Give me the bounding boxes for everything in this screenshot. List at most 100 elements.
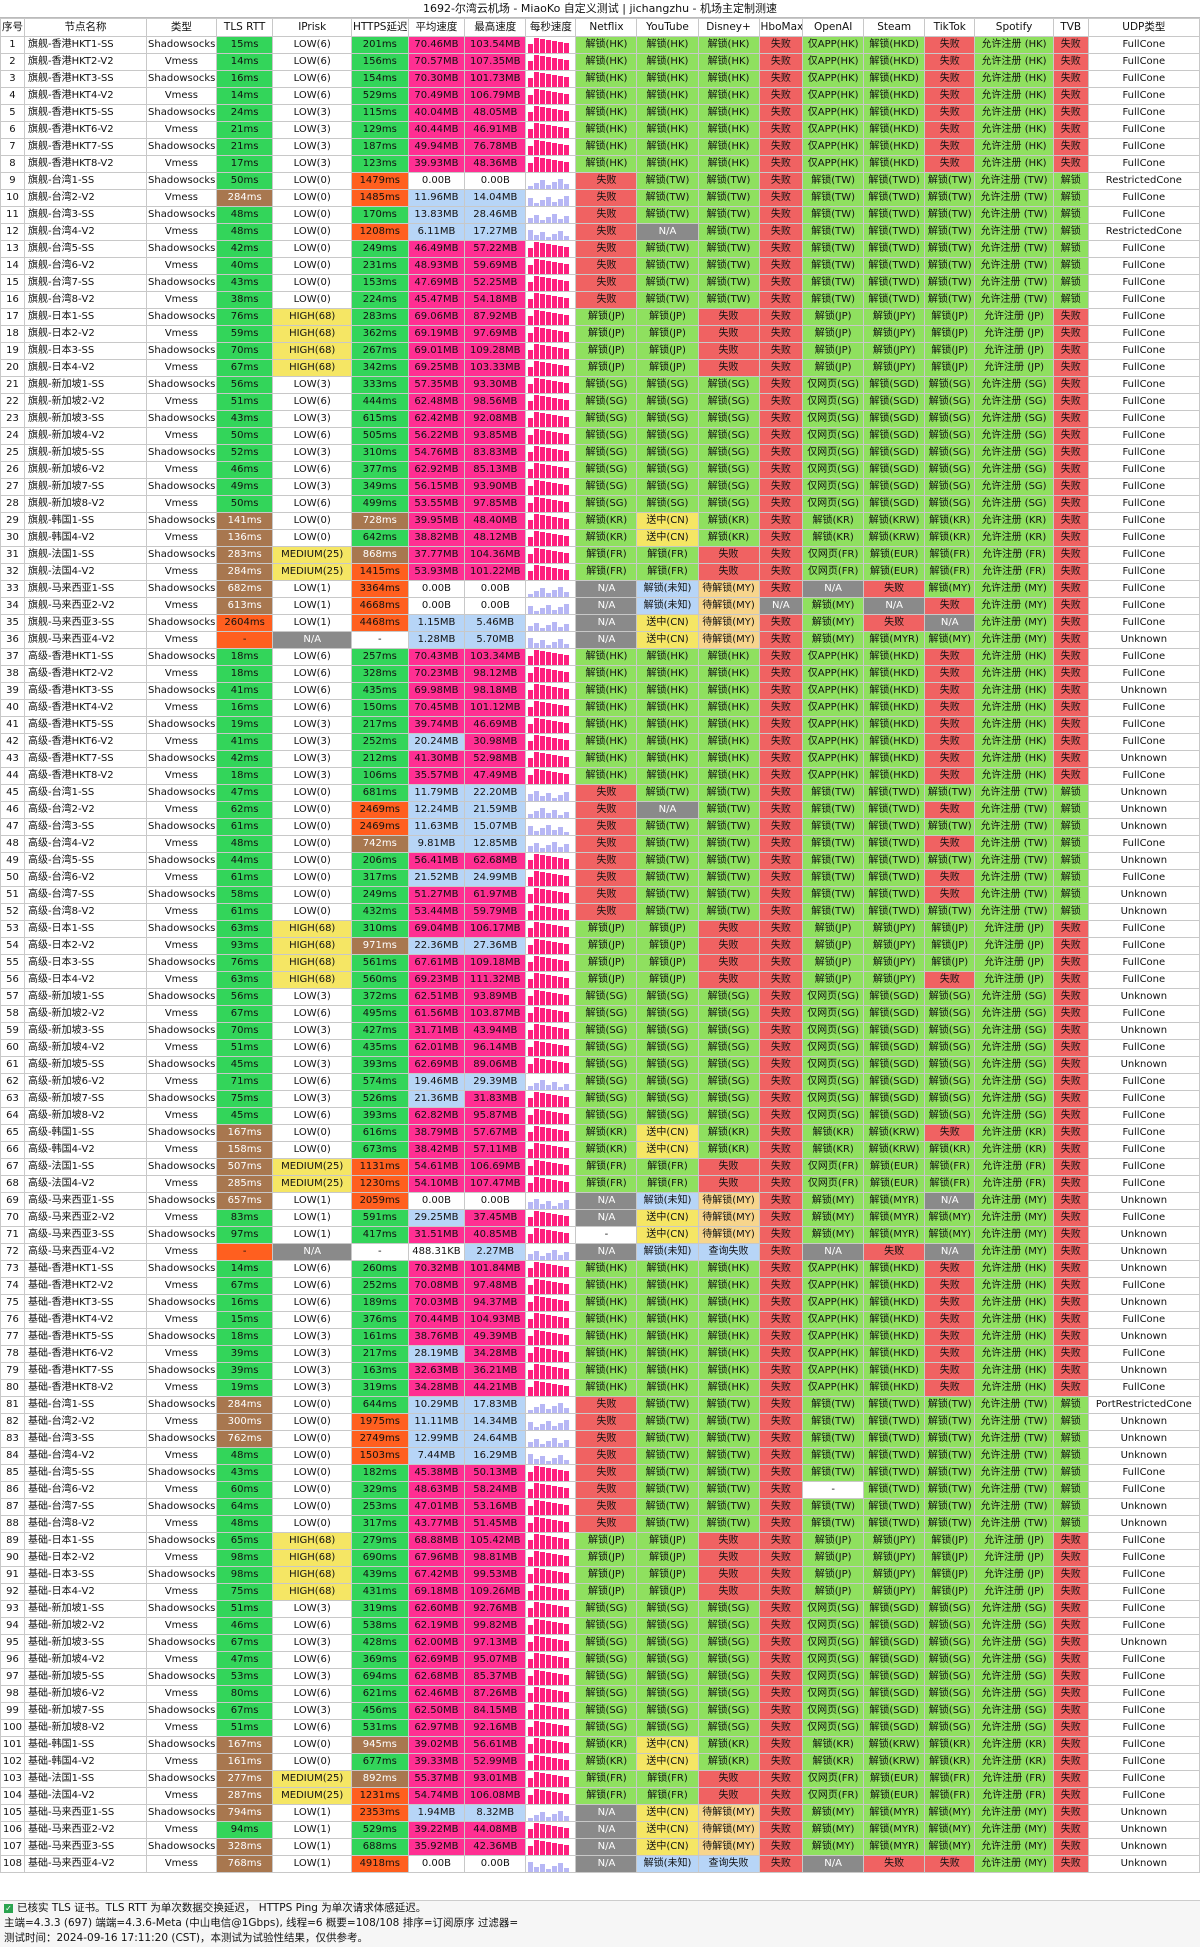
speed-bar [558,1487,564,1498]
speed-bar [558,1385,564,1396]
cell-steam: 解锁(EUR) [863,1770,926,1788]
cell-disney-plus: 失败 [697,1532,760,1550]
speed-bar [540,1059,546,1073]
speed-bar [534,591,540,597]
table-row: 50 高级-台湾6-V2 Vmess 61ms LOW(0) 317ms 21.52MB 24… [0,869,1200,887]
cell-tls-rtt: 45ms [215,1056,274,1074]
speed-bar [534,1687,540,1702]
speed-bar [528,1268,534,1277]
cell-node-name: 基础-日本2-V2 [23,1549,148,1567]
cell-node-name: 高级-台湾3-SS [23,818,148,836]
speed-sparkline [527,888,575,903]
speed-bar [552,143,558,155]
speed-bar [558,1776,564,1787]
speed-sparkline [527,174,575,189]
cell-spotify: 允许注册 (TW) [974,206,1054,224]
cell-https-latency: 372ms [350,988,409,1006]
cell-avg-speed: 62.69MB [407,1651,466,1669]
cell-node-name: 基础-香港HKT6-V2 [23,1345,148,1363]
cell-steam: 解锁(HKD) [863,121,926,139]
speed-bar [558,1215,564,1226]
cell-node-name: 高级-台湾4-V2 [23,835,148,853]
cell-max-speed: 99.82MB [464,1617,527,1635]
cell-node-type: Vmess [146,835,217,853]
cell-node-type: Shadowsocks [146,750,217,768]
cell-tvb: 失败 [1052,1175,1089,1193]
speed-bar [546,431,552,444]
cell-https-latency: 432ms [350,903,409,921]
speed-bar [534,38,540,53]
footer-line-1: ✓ 已核实 TLS 证书。TLS RTT 为单次数据交换延迟， HTTPS Pin… [0,1901,1200,1916]
cell-https-latency: 728ms [350,512,409,530]
cell-node-type: Vmess [146,563,217,581]
speed-bar [558,739,564,750]
speed-test-table: 序号 节点名称 类型 TLS RTT IPrisk HTTPS延迟 平均速度 最高速度 每秒速度… [0,18,1200,1873]
speed-bar [540,1824,546,1838]
cell-ip-risk: LOW(6) [272,1005,352,1023]
cell-openai: 解锁(JP) [802,1583,865,1601]
table-row: 57 高级-新加坡1-SS Shadowsocks 56ms LOW(3) 372ms 62… [0,988,1200,1006]
cell-openai: 解锁(JP) [802,954,865,972]
speed-bar [534,1602,540,1617]
cell-disney-plus: 解锁(TW) [697,189,760,207]
speed-bar [546,645,552,648]
cell-spotify: 允许注册 (MY) [974,597,1054,615]
cell-https-latency: 377ms [350,461,409,479]
cell-disney-plus: 失败 [697,359,760,377]
cell-row-index: 16 [0,291,25,309]
cell-row-index: 25 [0,444,25,462]
cell-max-speed: 40.85MB [464,1226,527,1244]
table-row: 64 高级-新加坡8-V2 Vmess 45ms LOW(6) 393ms 62.82MB 9… [0,1107,1200,1125]
speed-bar [540,1110,546,1124]
cell-youtube: 解锁(SG) [636,478,699,496]
speed-bar [552,1384,558,1396]
cell-openai: 仅网页(SG) [802,1056,865,1074]
speed-bar [546,1757,552,1770]
cell-openai: 仅网页(SG) [802,495,865,513]
speed-bar [528,1591,534,1600]
speed-bar [558,161,564,172]
cell-node-name: 旗舰-新加坡1-SS [23,376,148,394]
speed-bar [528,1319,534,1328]
cell-spotify: 允许注册 (JP) [974,954,1054,972]
cell-openai: 解锁(MY) [802,1226,865,1244]
speed-bar [534,1653,540,1668]
speed-bar [546,593,552,597]
cell-openai: 仅网页(SG) [802,410,865,428]
cell-per-second-speed [525,1260,577,1278]
cell-openai: 解锁(JP) [802,920,865,938]
cell-tvb: 失败 [1052,750,1089,768]
column-header: 节点名称 [23,18,148,37]
cell-max-speed: 5.70MB [464,631,527,649]
cell-hbo-max: 失败 [758,801,804,819]
cell-tls-rtt: 61ms [215,903,274,921]
cell-netflix: 解锁(HK) [575,682,638,700]
cell-avg-speed: 70.49MB [407,87,466,105]
cell-row-index: 3 [0,70,25,88]
cell-row-index: 20 [0,359,25,377]
cell-avg-speed: 47.01MB [407,1498,466,1516]
speed-bar [552,1438,558,1447]
cell-hbo-max: 失败 [758,1379,804,1397]
speed-bar [534,344,540,359]
cell-steam: 解锁(HKD) [863,682,926,700]
cell-max-speed: 87.92MB [464,308,527,326]
cell-node-type: Vmess [146,325,217,343]
speed-sparkline [527,1755,575,1770]
cell-https-latency: 495ms [350,1005,409,1023]
cell-max-speed: 109.18MB [464,954,527,972]
cell-https-latency: 435ms [350,1039,409,1057]
speed-bar [552,1707,558,1719]
table-row: 39 高级-香港HKT3-SS Shadowsocks 41ms LOW(6) 435ms… [0,682,1200,700]
cell-row-index: 51 [0,886,25,904]
cell-avg-speed: 70.23MB [407,665,466,683]
cell-avg-speed: 54.61MB [407,1158,466,1176]
cell-spotify: 允许注册 (JP) [974,1566,1054,1584]
cell-udp-type: FullCone [1087,1124,1200,1142]
cell-tiktok: 解锁(TW) [924,1396,976,1414]
table-row: 76 基础-香港HKT4-V2 Vmess 15ms LOW(6) 376ms 70.44M… [0,1311,1200,1329]
speed-sparkline [527,208,575,223]
cell-tiktok: 失败 [924,70,976,88]
cell-spotify: 允许注册 (SG) [974,1719,1054,1737]
speed-bar [528,230,534,240]
